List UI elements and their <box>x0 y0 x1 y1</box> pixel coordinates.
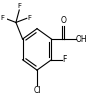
Text: O: O <box>60 16 66 25</box>
Text: F: F <box>28 15 32 21</box>
Text: Cl: Cl <box>33 86 41 95</box>
Text: F: F <box>63 55 67 64</box>
Text: OH: OH <box>76 35 88 44</box>
Text: F: F <box>0 15 4 21</box>
Text: F: F <box>17 3 21 9</box>
